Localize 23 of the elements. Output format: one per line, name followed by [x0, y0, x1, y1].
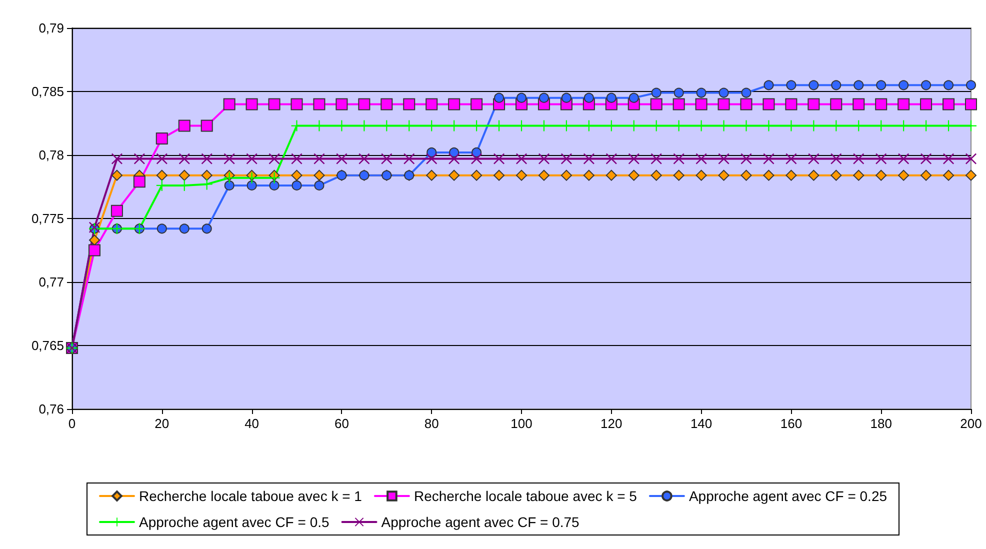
- x-tick-label: 140: [690, 416, 712, 431]
- x-tick-label: 20: [154, 416, 170, 431]
- y-tick-label: 0,78: [38, 148, 64, 162]
- x-tick-label: 100: [510, 416, 532, 431]
- y-tick-label: 0,765: [31, 338, 64, 353]
- legend-label: Recherche locale taboue avec k = 1: [138, 488, 362, 504]
- x-tick-label: 80: [424, 416, 439, 431]
- x-tick-label: 180: [870, 416, 892, 431]
- x-tick-label: 200: [960, 416, 982, 431]
- legend-label: Recherche locale taboue avec k = 5: [414, 488, 638, 504]
- x-tick-label: 40: [244, 416, 260, 431]
- legend-label: Approche agent avec CF = 0.75: [381, 514, 580, 530]
- x-tick-label: 60: [334, 416, 349, 431]
- legend-label: Approche agent avec CF = 0.5: [138, 514, 330, 530]
- x-tick-label: 0: [68, 416, 76, 431]
- x-tick-label: 160: [780, 416, 802, 431]
- y-tick-label: 0,785: [31, 84, 64, 99]
- x-tick-label: 120: [600, 416, 622, 431]
- y-tick-label: 0,77: [38, 274, 64, 290]
- y-tick-label: 0,76: [38, 402, 64, 416]
- legend-label: Approche agent avec CF = 0.25: [688, 488, 888, 504]
- y-tick-label: 0,775: [31, 211, 64, 226]
- y-tick-label: 0,79: [38, 20, 64, 36]
